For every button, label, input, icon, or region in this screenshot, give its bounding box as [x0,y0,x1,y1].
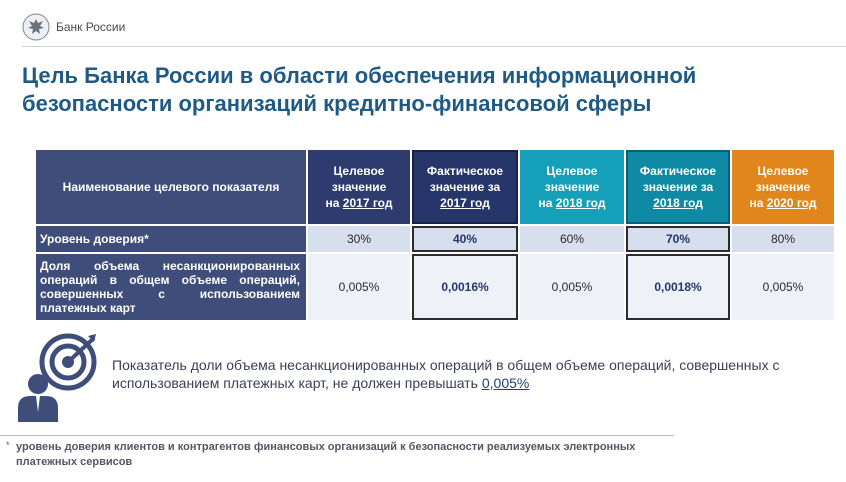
header-target-2017-line1: Целевое [333,164,385,178]
header-fact-2018-year: 2018 год [653,196,703,210]
row-trust-target-2017: 30% [308,226,410,252]
row-trust-target-2018: 60% [520,226,624,252]
header-fact-2017-year: 2017 год [440,196,490,210]
page-title: Цель Банка России в области обеспечения … [22,63,697,116]
header-target-2018-line2: значение [544,180,600,194]
note-text: Показатель доли объема несанкционированн… [112,356,846,392]
row-fraud-target-2018: 0,005% [520,254,624,320]
row-trust-label: Уровень доверия* [36,226,306,252]
row-fraud-fact-2017: 0,0016% [412,254,518,320]
row-fraud-target-2017: 0,005% [308,254,410,320]
header: Банк России [22,12,125,42]
row-fraud-share-label: Доля объема несанкционированных операций… [36,254,306,320]
header-target-2017: Целевое значение на 2017 год [308,150,410,224]
header-indicator-name: Наименование целевого показателя [36,150,306,224]
header-target-2017-prefix: на [325,196,343,210]
footnote-text: уровень доверия клиентов и контрагентов … [16,441,636,468]
row-trust-fact-2017: 40% [412,226,518,252]
header-divider [22,46,846,47]
targets-table: Наименование целевого показателя Целевое… [36,150,834,320]
row-trust-fact-2018: 70% [626,226,730,252]
row-fraud-fact-2018: 0,0018% [626,254,730,320]
header-fact-2017-line1: Фактическое [426,164,504,178]
header-target-2020-line1: Целевое [757,164,809,178]
header-target-2020-prefix: на [749,196,767,210]
header-fact-2017: Фактическое значение за 2017 год [412,150,518,224]
note-value: 0,005% [481,375,530,391]
note-line2: использованием платежных карт, не должен… [112,375,478,391]
header-fact-2017-line2: значение за [429,180,501,194]
header-target-2018-line1: Целевое [546,164,598,178]
header-fact-2018: Фактическое значение за 2018 год [626,150,730,224]
header-target-2020-year: 2020 год [766,196,817,210]
note-line1: Показатель доли объема несанкционированн… [112,357,780,373]
header-target-2018-year: 2018 год [555,196,606,210]
target-person-icon [18,333,97,422]
brand-name: Банк России [56,20,126,34]
header-target-2017-year: 2017 год [342,196,393,210]
header-fact-2018-line1: Фактическое [639,164,717,178]
header-target-2017-line2: значение [331,180,387,194]
header-fact-2018-line2: значение за [642,180,714,194]
footer-divider [0,435,674,436]
header-target-2018: Целевое значение на 2018 год [520,150,624,224]
header-target-2020: Целевое значение на 2020 год [732,150,834,224]
row-trust-target-2020: 80% [732,226,834,252]
eagle-emblem-icon [22,13,50,41]
footnote-bullet: * [6,440,10,450]
row-fraud-target-2020: 0,005% [732,254,834,320]
header-target-2018-prefix: на [538,196,556,210]
header-target-2020-line2: значение [755,180,811,194]
